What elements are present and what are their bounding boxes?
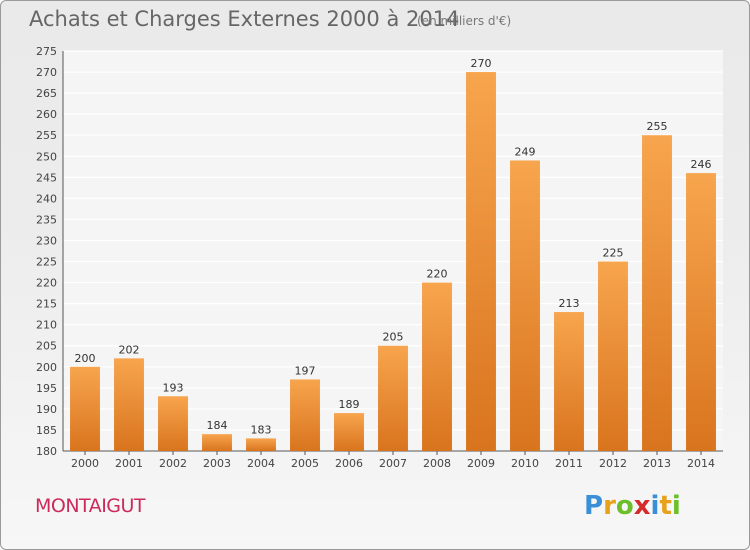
x-tick-label: 2008 bbox=[423, 457, 451, 470]
data-label: 197 bbox=[295, 364, 316, 377]
data-label: 202 bbox=[119, 343, 140, 356]
y-tick-label: 245 bbox=[36, 171, 57, 184]
x-tick-label: 2013 bbox=[643, 457, 671, 470]
data-label: 270 bbox=[471, 57, 492, 70]
bar-2011 bbox=[554, 312, 584, 451]
x-tick-label: 2004 bbox=[247, 457, 275, 470]
logo-letter: r bbox=[603, 491, 616, 521]
y-tick-label: 230 bbox=[36, 234, 57, 247]
bar-2013 bbox=[642, 135, 672, 452]
data-label: 255 bbox=[647, 120, 668, 133]
bar-2005 bbox=[290, 379, 320, 451]
logo-letter: o bbox=[615, 491, 634, 521]
y-tick-label: 225 bbox=[36, 256, 57, 269]
bar-2007 bbox=[378, 345, 408, 451]
logo-letter: i bbox=[650, 491, 660, 521]
y-tick-label: 185 bbox=[36, 424, 57, 437]
y-tick-label: 265 bbox=[36, 87, 57, 100]
y-tick-label: 240 bbox=[36, 192, 57, 205]
y-tick-label: 205 bbox=[36, 340, 57, 353]
logo-letter: i bbox=[671, 491, 681, 521]
data-label: 249 bbox=[515, 145, 536, 158]
data-label: 193 bbox=[163, 381, 184, 394]
x-tick-label: 2002 bbox=[159, 457, 187, 470]
y-tick-label: 255 bbox=[36, 129, 57, 142]
logo-letter: P bbox=[584, 491, 604, 521]
logo-letter: t bbox=[659, 491, 672, 521]
x-tick-label: 2000 bbox=[71, 457, 99, 470]
bar-2008 bbox=[422, 282, 452, 451]
x-tick-label: 2006 bbox=[335, 457, 363, 470]
y-tick-label: 210 bbox=[36, 319, 57, 332]
y-tick-label: 215 bbox=[36, 298, 57, 311]
bar-2006 bbox=[334, 413, 364, 451]
y-tick-label: 180 bbox=[36, 445, 57, 458]
bar-2010 bbox=[510, 160, 540, 451]
data-label: 205 bbox=[383, 331, 404, 344]
data-label: 246 bbox=[691, 158, 712, 171]
data-label: 225 bbox=[603, 247, 624, 260]
x-tick-label: 2007 bbox=[379, 457, 407, 470]
data-label: 200 bbox=[75, 352, 96, 365]
x-tick-label: 2009 bbox=[467, 457, 495, 470]
x-tick-label: 2012 bbox=[599, 457, 627, 470]
x-tick-label: 2005 bbox=[291, 457, 319, 470]
x-tick-label: 2003 bbox=[203, 457, 231, 470]
y-tick-label: 200 bbox=[36, 361, 57, 374]
chart-subtitle: (en milliers d'€) bbox=[417, 14, 512, 28]
bar-2009 bbox=[466, 72, 496, 451]
logo-letter: x bbox=[633, 491, 651, 521]
bar-2012 bbox=[598, 261, 628, 451]
proxiti-logo: Proxiti bbox=[584, 491, 681, 521]
y-tick-label: 220 bbox=[36, 277, 57, 290]
bar-2003 bbox=[202, 434, 232, 451]
y-tick-label: 190 bbox=[36, 403, 57, 416]
y-tick-label: 250 bbox=[36, 150, 57, 163]
bar-2000 bbox=[70, 366, 100, 451]
data-label: 183 bbox=[251, 423, 272, 436]
data-label: 213 bbox=[559, 297, 580, 310]
x-tick-label: 2011 bbox=[555, 457, 583, 470]
x-tick-label: 2001 bbox=[115, 457, 143, 470]
y-tick-label: 195 bbox=[36, 382, 57, 395]
data-label: 189 bbox=[339, 398, 360, 411]
bar-2002 bbox=[158, 396, 188, 451]
bar-2014 bbox=[686, 173, 716, 451]
chart-title: Achats et Charges Externes 2000 à 2014 bbox=[29, 7, 460, 31]
data-label: 220 bbox=[427, 268, 448, 281]
x-tick-label: 2010 bbox=[511, 457, 539, 470]
y-tick-label: 235 bbox=[36, 213, 57, 226]
x-tick-label: 2014 bbox=[687, 457, 715, 470]
y-tick-label: 270 bbox=[36, 66, 57, 79]
bar-2004 bbox=[246, 438, 276, 451]
data-label: 184 bbox=[207, 419, 228, 432]
y-tick-label: 275 bbox=[36, 45, 57, 58]
y-tick-label: 260 bbox=[36, 108, 57, 121]
bar-2001 bbox=[114, 358, 144, 451]
commune-name: MONTAIGUT bbox=[35, 495, 146, 517]
